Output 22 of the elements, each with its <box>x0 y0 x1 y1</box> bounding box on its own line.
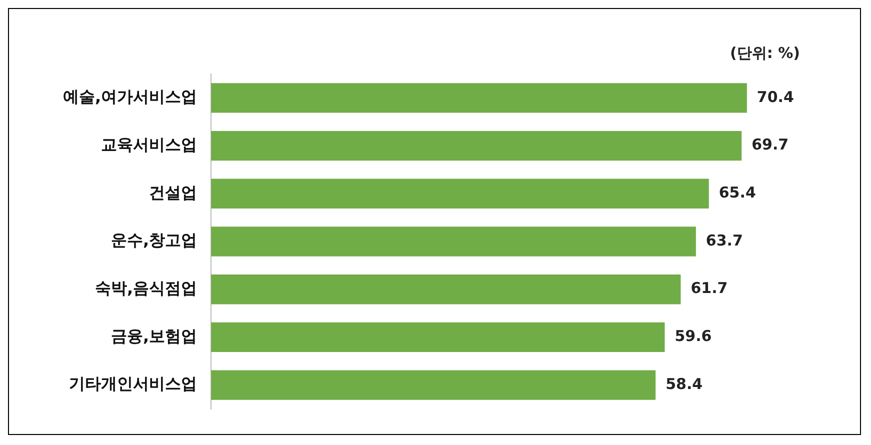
bar <box>211 130 742 161</box>
data-label: 70.4 <box>756 88 794 106</box>
text: (단위: %) <box>730 44 800 62</box>
y-tick-label: 숙박,음식점업 <box>95 278 198 298</box>
data-label: 63.7 <box>706 231 743 250</box>
bar <box>211 370 656 400</box>
bar <box>211 178 709 208</box>
y-tick-label: 운수,창고업 <box>111 230 198 250</box>
bar <box>211 274 681 304</box>
data-label: 61.7 <box>690 279 728 298</box>
bar <box>211 226 696 256</box>
data-label: 59.6 <box>674 327 712 346</box>
bar <box>211 83 747 113</box>
y-tick-label: 교육서비스업 <box>101 134 198 154</box>
bar <box>211 322 665 352</box>
y-tick-label: 금융,보험업 <box>111 326 198 346</box>
y-tick-label: 기타개인서비스업 <box>69 374 198 394</box>
data-label: 65.4 <box>718 184 756 202</box>
y-tick-label: 건설업 <box>149 182 198 202</box>
y-tick-label: 예술,여가서비스업 <box>63 87 198 106</box>
data-label: 58.4 <box>666 374 703 393</box>
data-label: 69.7 <box>752 136 789 154</box>
